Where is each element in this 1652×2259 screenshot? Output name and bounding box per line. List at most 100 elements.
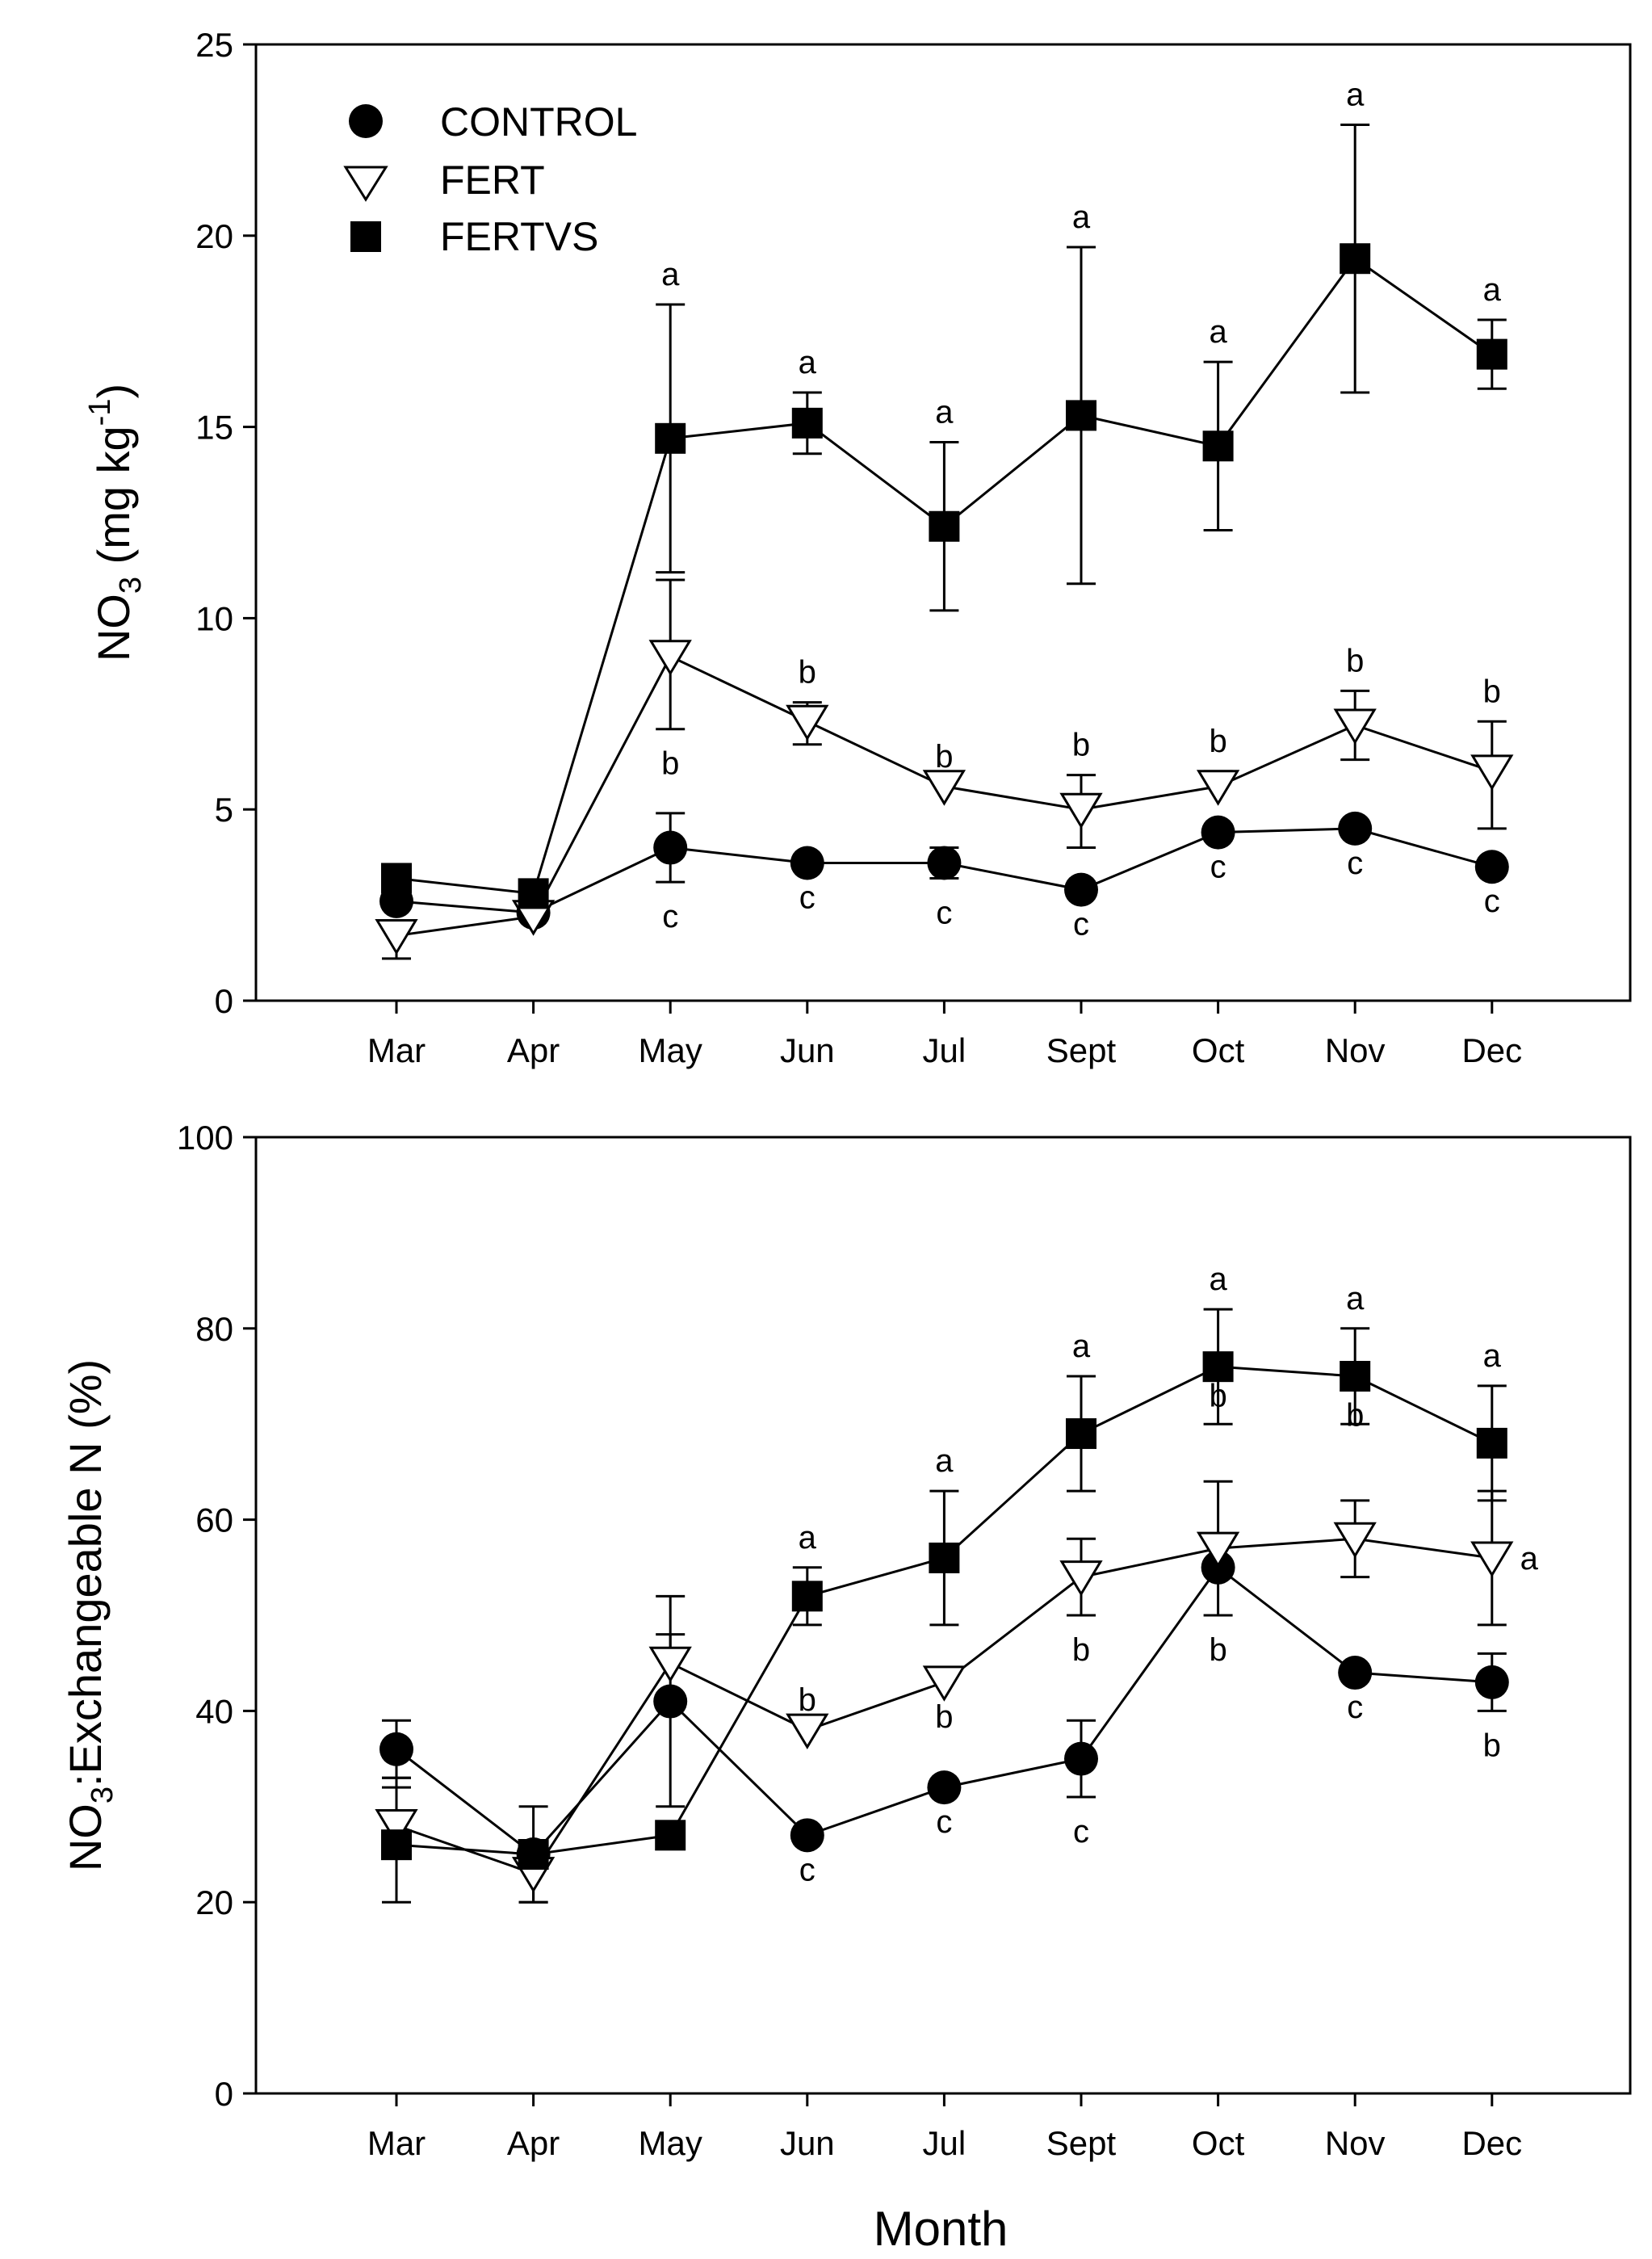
bottom-x-axis: Mar Apr May Jun Jul Sept Oct Nov Dec (367, 2093, 1522, 2162)
bottom-ylabel-rest: :Exchangeable N (%) (60, 1359, 111, 1787)
y-tick-label-5: 5 (215, 791, 233, 829)
y-tick-label-80: 80 (195, 1310, 233, 1348)
point-fertvs-mar (381, 863, 412, 894)
point-fert-oct (1196, 1531, 1240, 1568)
point-fertvs-oct (1202, 1351, 1234, 1383)
x-tick-label-jun: Jun (780, 1031, 835, 1069)
sig-letter-fert-nov: b (1346, 643, 1364, 678)
sig-letter-control-dec: b (1483, 1728, 1501, 1763)
top-ylabel-sup: -1 (83, 399, 117, 426)
point-control-oct (1201, 815, 1235, 850)
x-tick-label-oct: Oct (1192, 2124, 1245, 2162)
point-control-sept (1064, 1741, 1098, 1776)
legend-label-fert: FERT (440, 157, 545, 203)
x-tick-label-sept: Sept (1046, 1031, 1117, 1069)
x-tick-label-may: May (639, 1031, 702, 1069)
top-ylabel-rest: (mg kg (88, 426, 139, 577)
sig-letter-fertvs-nov: a (1346, 77, 1365, 112)
legend-marker-control (349, 104, 383, 138)
sig-letter-control-sept: c (1073, 1814, 1089, 1850)
top-y-axis: 0 5 10 15 20 25 (195, 26, 256, 1020)
y-tick-label-0: 0 (215, 2075, 233, 2113)
sig-letter-fert-jul: b (935, 1699, 953, 1735)
legend-marker-fertvs (350, 221, 381, 252)
x-tick-label-oct: Oct (1192, 1031, 1245, 1069)
point-fertvs-nov (1340, 243, 1371, 275)
sig-letter-fertvs-jun: a (799, 1520, 817, 1556)
point-fert-may (648, 640, 692, 676)
sig-letter-fertvs-dec: a (1483, 272, 1502, 308)
x-tick-label-apr: Apr (507, 2124, 560, 2162)
sig-letter-control-dec: c (1484, 884, 1500, 919)
point-fert-nov (1333, 1522, 1377, 1559)
point-fertvs-sept (1066, 1418, 1096, 1450)
point-fert-sept (1059, 792, 1103, 829)
point-control-jun (790, 846, 824, 880)
bottom-series-layer (375, 1308, 1514, 1904)
point-control-jul (927, 1770, 962, 1805)
point-control-sept (1064, 872, 1098, 907)
top-x-axis: Mar Apr May Jun Jul Sept Oct Nov Dec (367, 1001, 1522, 1069)
x-tick-label-mar: Mar (367, 2124, 426, 2162)
point-fert-may (648, 1646, 692, 1683)
sig-letter-control-nov: c (1347, 846, 1363, 881)
sig-letter-fertvs-jul: a (935, 1443, 954, 1479)
sig-letter-control-nov: c (1347, 1690, 1363, 1725)
point-fertvs-apr (518, 878, 549, 909)
point-control-nov (1338, 811, 1373, 846)
sig-letter-fert-dec: b (1483, 674, 1501, 709)
top-y-axis-label: NO3 (mg kg-1) (83, 384, 148, 661)
point-fertvs-jun (791, 407, 823, 439)
y-tick-label-20: 20 (195, 217, 233, 255)
y-tick-label-40: 40 (195, 1692, 233, 1730)
point-fert-dec (1470, 1541, 1514, 1577)
point-control-nov (1338, 1656, 1373, 1690)
point-fertvs-mar (381, 1829, 412, 1861)
point-fertvs-nov (1340, 1361, 1371, 1392)
top-ylabel-close: ) (88, 384, 139, 399)
point-control-mar (379, 1732, 413, 1766)
bottom-ylabel-base: NO (60, 1803, 111, 1871)
sig-letter-fertvs-oct: a (1209, 314, 1227, 350)
x-tick-label-dec: Dec (1461, 1031, 1522, 1069)
point-control-jun (790, 1818, 824, 1853)
point-fert-mar (375, 918, 418, 955)
point-fertvs-dec (1476, 338, 1507, 370)
sig-letter-fert-jun: b (799, 655, 816, 691)
x-tick-label-nov: Nov (1325, 2124, 1386, 2162)
point-fertvs-oct (1202, 430, 1234, 462)
y-tick-label-10: 10 (195, 599, 233, 637)
sig-letter-fertvs-sept: a (1072, 1329, 1091, 1364)
x-tick-label-jul: Jul (923, 1031, 966, 1069)
sig-letter-control-jun: c (799, 880, 816, 916)
sig-letter-control-oct: c (1210, 850, 1226, 885)
point-control-jul (927, 846, 962, 880)
point-fert-oct (1196, 770, 1240, 806)
sig-letter-control-sept: c (1073, 907, 1089, 943)
point-fertvs-may (655, 1820, 686, 1851)
sig-letter-fertvs-jun: a (799, 345, 817, 380)
x-tick-label-sept: Sept (1046, 2124, 1117, 2162)
sig-letter-control-jul: c (936, 895, 952, 930)
x-tick-label-dec: Dec (1461, 2124, 1522, 2162)
point-control-may (653, 830, 688, 865)
sig-letter-fert-sept: b (1072, 1632, 1090, 1668)
point-control-dec (1474, 850, 1509, 884)
point-control-may (653, 1684, 688, 1719)
sig-letter-fert-may: b (661, 746, 679, 782)
x-tick-label-apr: Apr (507, 1031, 560, 1069)
point-fertvs-dec (1476, 1427, 1507, 1459)
sig-letter-fertvs-oct: a (1209, 1262, 1227, 1297)
point-fert-nov (1333, 708, 1377, 745)
sig-letter-fertvs-dec: a (1483, 1338, 1502, 1374)
sig-letter-control-oct: b (1209, 1632, 1226, 1668)
x-tick-label-jul: Jul (923, 2124, 966, 2162)
legend: CONTROL FERT FERTVS (343, 99, 637, 259)
sig-letter-extra-oct: b (1209, 1379, 1226, 1414)
y-tick-label-25: 25 (195, 26, 233, 64)
sig-letter-fert-jun: b (799, 1682, 816, 1718)
sig-letter-fertvs-may: a (661, 257, 680, 292)
bottom-y-axis-label: NO3:Exchangeable N (%) (60, 1359, 119, 1871)
point-fert-sept (1059, 1560, 1103, 1597)
